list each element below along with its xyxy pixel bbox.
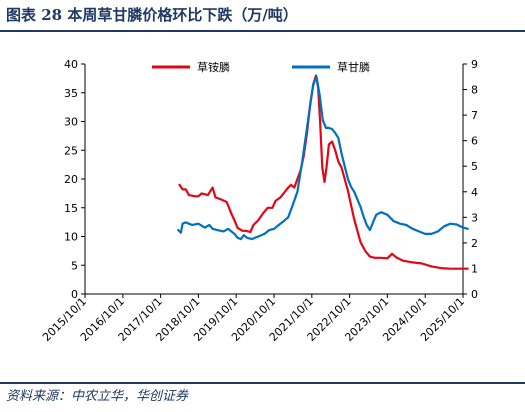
y-left-tick-label: 20 xyxy=(64,173,78,186)
y-left-tick-label: 15 xyxy=(64,202,78,215)
y-left-tick-label: 30 xyxy=(64,116,78,129)
y-left-tick-label: 10 xyxy=(64,231,78,244)
price-chart: 051015202530354001234567892015/10/12016/… xyxy=(40,58,478,344)
chart-title: 图表 28 本周草甘膦价格环比下跌（万/吨） xyxy=(6,6,298,24)
y-left-tick-label: 25 xyxy=(64,144,78,157)
chart-series xyxy=(177,74,469,270)
y-right-tick-label: 8 xyxy=(471,84,478,97)
chart-legend: 草铵膦 草甘膦 xyxy=(152,60,370,74)
y-right-tick-label: 6 xyxy=(471,135,478,148)
y-right-tick-label: 9 xyxy=(471,58,478,71)
y-right-tick-label: 2 xyxy=(471,237,478,250)
source-divider xyxy=(0,382,525,384)
legend-label: 草铵膦 xyxy=(197,60,230,74)
y-right-tick-label: 5 xyxy=(471,160,478,173)
series-line-right xyxy=(177,75,469,241)
y-right-tick-label: 1 xyxy=(471,262,478,275)
legend-label: 草甘膦 xyxy=(337,61,370,74)
chart-axes: 051015202530354001234567892015/10/12016/… xyxy=(40,58,478,344)
y-left-tick-label: 5 xyxy=(71,259,78,272)
source-note: 资料来源：中农立华，华创证券 xyxy=(6,389,189,404)
y-left-tick-label: 35 xyxy=(64,87,78,100)
y-left-tick-label: 0 xyxy=(71,288,78,301)
y-right-tick-label: 3 xyxy=(471,211,478,224)
y-right-tick-label: 4 xyxy=(471,186,478,199)
y-right-tick-label: 0 xyxy=(471,288,478,301)
series-line-left xyxy=(178,74,469,270)
y-left-tick-label: 40 xyxy=(64,58,78,71)
y-right-tick-label: 7 xyxy=(471,109,478,122)
title-divider xyxy=(0,30,525,32)
